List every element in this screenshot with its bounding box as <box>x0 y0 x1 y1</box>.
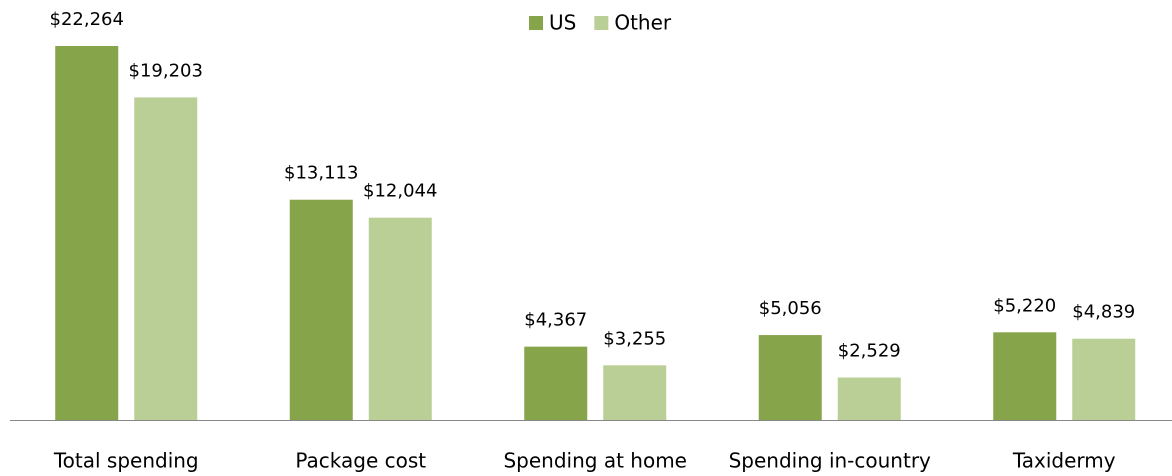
x-tick-label: Spending in-country <box>729 449 931 473</box>
data-label: $12,044 <box>363 181 437 202</box>
legend-label: US <box>549 11 576 35</box>
data-label: $3,255 <box>603 328 666 349</box>
bar <box>1072 338 1136 420</box>
x-tick-label: Package cost <box>295 449 426 473</box>
bar <box>837 377 901 420</box>
data-label: $5,056 <box>759 298 822 319</box>
bar <box>289 199 353 420</box>
bar <box>524 346 588 420</box>
x-tick-label: Taxidermy <box>1012 449 1116 473</box>
data-label: $19,203 <box>129 60 203 81</box>
legend-swatch <box>594 16 609 30</box>
bar <box>758 335 822 420</box>
data-label: $5,220 <box>993 295 1056 316</box>
data-label: $4,367 <box>524 310 587 331</box>
legend-label: Other <box>614 11 672 35</box>
data-label: $22,264 <box>50 9 124 30</box>
bar <box>603 365 667 420</box>
bar <box>55 46 119 420</box>
data-label: $2,529 <box>838 341 901 362</box>
x-tick-label: Total spending <box>53 449 199 473</box>
x-tick-label: Spending at home <box>503 449 687 473</box>
bar <box>134 97 198 421</box>
data-label: $4,839 <box>1072 302 1135 323</box>
data-label: $13,113 <box>284 163 358 184</box>
legend-swatch <box>529 16 543 30</box>
bar <box>993 332 1057 420</box>
bar <box>368 217 432 420</box>
